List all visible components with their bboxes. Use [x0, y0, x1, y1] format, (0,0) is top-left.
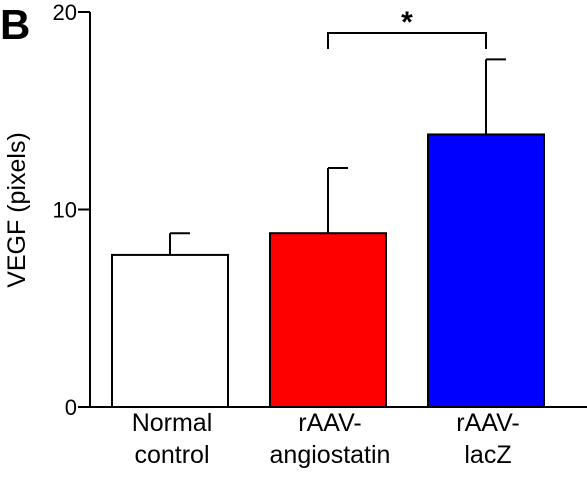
bar: [269, 232, 387, 408]
category-label: rAAV-: [456, 409, 519, 437]
y-ticks: 0 10 20: [53, 0, 90, 420]
bars: [111, 58, 545, 408]
category-labels: Normal control rAAV-angiostatin rAAV-lacZ: [132, 409, 520, 469]
category-label: control: [134, 441, 209, 469]
category-label: lacZ: [464, 441, 511, 469]
y-tick-label: 20: [53, 0, 77, 25]
y-tick-label: 0: [65, 395, 77, 420]
y-tick-label: 10: [53, 198, 77, 223]
significance-star: *: [401, 6, 413, 39]
category-label: angiostatin: [270, 441, 391, 469]
significance-bracket: *: [327, 6, 487, 49]
panel-label: B: [0, 1, 30, 48]
bar: [111, 253, 229, 408]
category-label: rAAV-: [298, 409, 361, 437]
bar: [427, 133, 545, 408]
category-label: Normal: [132, 409, 213, 437]
bracket-line: [327, 32, 487, 49]
y-axis-title: VEGF (pixels): [3, 132, 31, 288]
